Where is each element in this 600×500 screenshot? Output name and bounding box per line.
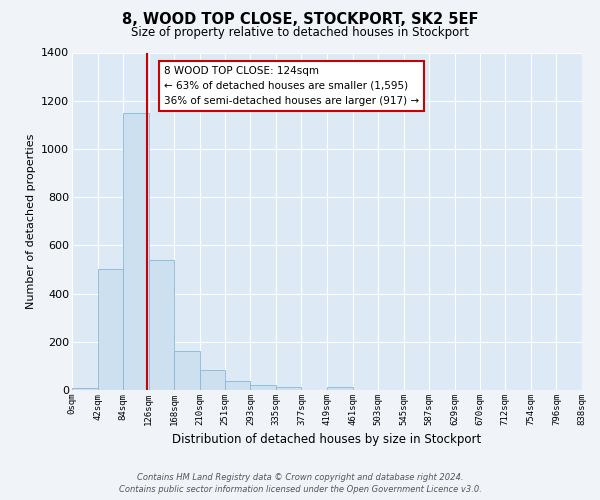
X-axis label: Distribution of detached houses by size in Stockport: Distribution of detached houses by size … — [172, 434, 482, 446]
Bar — [276, 387, 301, 390]
Text: Size of property relative to detached houses in Stockport: Size of property relative to detached ho… — [131, 26, 469, 39]
Text: 8 WOOD TOP CLOSE: 124sqm
← 63% of detached houses are smaller (1,595)
36% of sem: 8 WOOD TOP CLOSE: 124sqm ← 63% of detach… — [164, 66, 419, 106]
Bar — [174, 352, 200, 390]
Y-axis label: Number of detached properties: Number of detached properties — [26, 134, 35, 309]
Bar — [225, 381, 250, 390]
Bar — [149, 260, 174, 390]
Bar — [123, 113, 149, 390]
Text: 8, WOOD TOP CLOSE, STOCKPORT, SK2 5EF: 8, WOOD TOP CLOSE, STOCKPORT, SK2 5EF — [122, 12, 478, 28]
Bar — [250, 384, 276, 390]
Bar — [72, 388, 98, 390]
Text: Contains HM Land Registry data © Crown copyright and database right 2024.
Contai: Contains HM Land Registry data © Crown c… — [119, 472, 481, 494]
Bar — [200, 370, 226, 390]
Bar — [98, 270, 123, 390]
Bar — [327, 387, 353, 390]
